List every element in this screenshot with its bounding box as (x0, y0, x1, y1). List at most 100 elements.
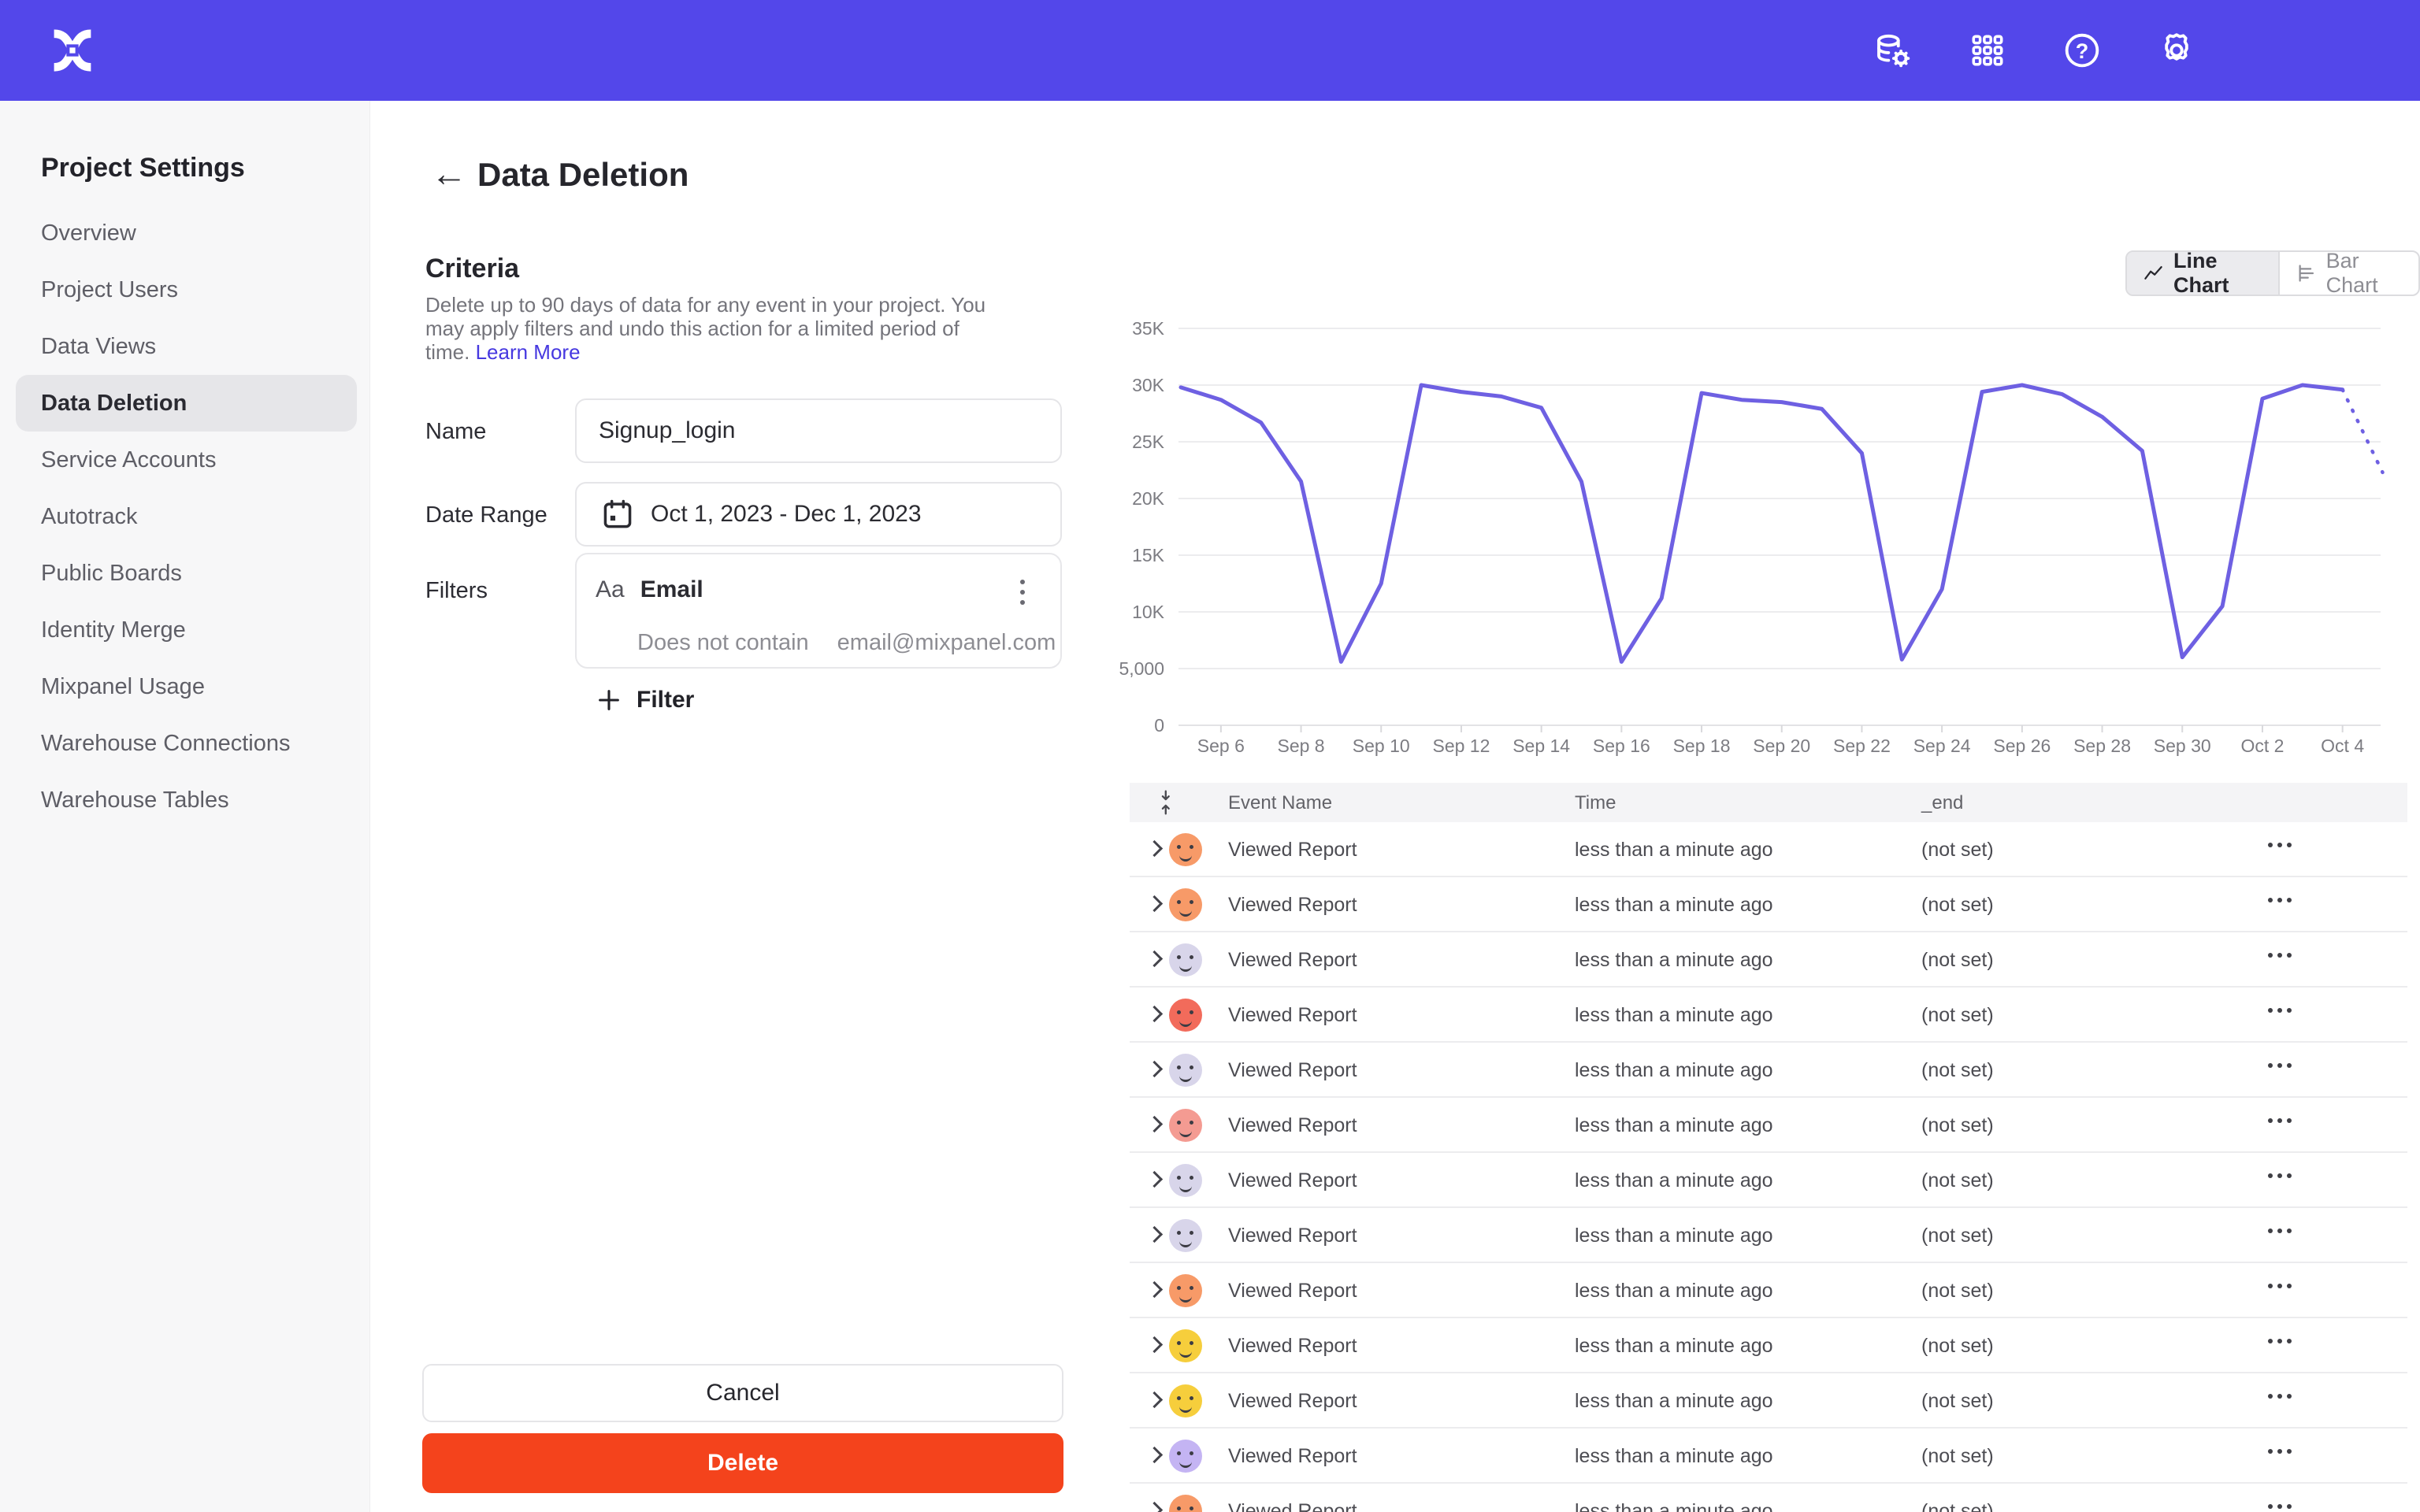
topbar: ? (0, 0, 2420, 101)
sidebar-item-label: Service Accounts (41, 447, 217, 472)
row-actions-icon[interactable] (2268, 1394, 2292, 1399)
table-row[interactable]: Viewed Report less than a minute ago (no… (1130, 1208, 2407, 1263)
table-row[interactable]: Viewed Report less than a minute ago (no… (1130, 1318, 2407, 1373)
learn-more-link[interactable]: Learn More (475, 340, 581, 364)
sidebar-item-project-users[interactable]: Project Users (16, 261, 357, 318)
events-line-chart[interactable]: 0 5,000 10K 15K 20K 25K 30K 35K Sep 6 Sep 8 Sep 10… (1112, 306, 2417, 767)
date-range-label: Date Range (425, 502, 547, 528)
column-header-time[interactable]: Time (1575, 792, 1616, 813)
row-expand-chevron-icon[interactable] (1144, 1446, 1163, 1465)
svg-text:0: 0 (1154, 715, 1164, 736)
column-header-event-name[interactable]: Event Name (1228, 792, 1333, 813)
add-filter-button[interactable]: Filter (596, 687, 694, 713)
row-expand-chevron-icon[interactable] (1144, 1225, 1163, 1244)
cell-end: (not set) (1921, 839, 1994, 861)
sort-icon[interactable] (1160, 789, 1180, 816)
row-expand-chevron-icon[interactable] (1144, 895, 1163, 914)
cell-event-name: Viewed Report (1228, 1169, 1357, 1191)
svg-text:Sep 26: Sep 26 (1993, 736, 2051, 756)
column-header-end[interactable]: _end (1921, 792, 1964, 813)
sidebar-item-service-accounts[interactable]: Service Accounts (16, 432, 357, 488)
sidebar-item-label: Mixpanel Usage (41, 673, 205, 699)
data-management-icon[interactable] (1872, 29, 1914, 72)
delete-button[interactable]: Delete (422, 1433, 1063, 1493)
filter-value[interactable]: email@mixpanel.com (837, 630, 1056, 655)
row-actions-icon[interactable] (2268, 1118, 2292, 1123)
sidebar-item-warehouse-connections[interactable]: Warehouse Connections (16, 715, 357, 772)
svg-text:Sep 8: Sep 8 (1277, 736, 1324, 756)
row-expand-chevron-icon[interactable] (1144, 1115, 1163, 1134)
row-expand-chevron-icon[interactable] (1144, 1501, 1163, 1512)
sidebar-item-label: Autotrack (41, 503, 138, 529)
help-icon[interactable]: ? (2061, 29, 2103, 72)
row-expand-chevron-icon[interactable] (1144, 1005, 1163, 1024)
table-row[interactable]: Viewed Report less than a minute ago (no… (1130, 1098, 2407, 1153)
filter-card[interactable]: Aa Email Does not contain email@mixpanel… (575, 553, 1062, 669)
cell-end: (not set) (1921, 1390, 1994, 1412)
svg-text:Sep 20: Sep 20 (1753, 736, 1810, 756)
cell-time: less than a minute ago (1575, 1390, 1773, 1412)
user-avatar (1169, 1495, 1202, 1512)
row-actions-icon[interactable] (2268, 843, 2292, 847)
svg-text:Sep 12: Sep 12 (1432, 736, 1490, 756)
apps-grid-icon[interactable] (1966, 29, 2009, 72)
sidebar-item-identity-merge[interactable]: Identity Merge (16, 602, 357, 658)
svg-text:25K: 25K (1132, 432, 1165, 452)
line-chart-toggle[interactable]: Line Chart (2127, 252, 2278, 295)
svg-text:Sep 18: Sep 18 (1673, 736, 1731, 756)
sidebar-item-data-deletion[interactable]: Data Deletion (16, 375, 357, 432)
row-expand-chevron-icon[interactable] (1144, 1280, 1163, 1299)
sidebar-item-autotrack[interactable]: Autotrack (16, 488, 357, 545)
row-actions-icon[interactable] (2268, 1063, 2292, 1068)
events-table: Event Name Time _end Viewed Report less … (1130, 783, 2407, 1512)
cell-time: less than a minute ago (1575, 1280, 1773, 1302)
row-actions-icon[interactable] (2268, 898, 2292, 902)
row-actions-icon[interactable] (2268, 1284, 2292, 1288)
table-row[interactable]: Viewed Report less than a minute ago (no… (1130, 877, 2407, 932)
svg-text:Sep 10: Sep 10 (1353, 736, 1410, 756)
filter-operator[interactable]: Does not contain (637, 630, 809, 655)
kebab-menu-icon[interactable] (1007, 575, 1038, 610)
sidebar-item-label: Data Views (41, 333, 157, 359)
table-row[interactable]: Viewed Report less than a minute ago (no… (1130, 988, 2407, 1043)
table-row[interactable]: Viewed Report less than a minute ago (no… (1130, 1263, 2407, 1318)
date-range-field[interactable]: Oct 1, 2023 - Dec 1, 2023 (575, 482, 1062, 547)
user-avatar (1169, 999, 1202, 1032)
sidebar-item-public-boards[interactable]: Public Boards (16, 545, 357, 602)
row-expand-chevron-icon[interactable] (1144, 839, 1163, 858)
table-row[interactable]: Viewed Report less than a minute ago (no… (1130, 1043, 2407, 1098)
user-avatar (1169, 1440, 1202, 1473)
row-actions-icon[interactable] (2268, 1449, 2292, 1454)
table-row[interactable]: Viewed Report less than a minute ago (no… (1130, 1429, 2407, 1484)
row-expand-chevron-icon[interactable] (1144, 1336, 1163, 1354)
table-row[interactable]: Viewed Report less than a minute ago (no… (1130, 822, 2407, 877)
row-actions-icon[interactable] (2268, 953, 2292, 958)
table-row[interactable]: Viewed Report less than a minute ago (no… (1130, 932, 2407, 988)
cancel-button[interactable]: Cancel (422, 1364, 1063, 1422)
row-actions-icon[interactable] (2268, 1008, 2292, 1013)
row-expand-chevron-icon[interactable] (1144, 1391, 1163, 1410)
row-actions-icon[interactable] (2268, 1504, 2292, 1509)
row-expand-chevron-icon[interactable] (1144, 950, 1163, 969)
row-expand-chevron-icon[interactable] (1144, 1060, 1163, 1079)
back-arrow-icon[interactable]: ← (425, 150, 473, 197)
sidebar-item-overview[interactable]: Overview (16, 205, 357, 261)
sidebar-item-warehouse-tables[interactable]: Warehouse Tables (16, 772, 357, 828)
name-input[interactable] (577, 417, 1002, 444)
sidebar-item-data-views[interactable]: Data Views (16, 318, 357, 375)
criteria-description: Delete up to 90 days of data for any eve… (425, 293, 985, 364)
cell-end: (not set) (1921, 949, 1994, 971)
sidebar-item-mixpanel-usage[interactable]: Mixpanel Usage (16, 658, 357, 715)
svg-text:35K: 35K (1132, 318, 1165, 339)
table-row[interactable]: Viewed Report less than a minute ago (no… (1130, 1484, 2407, 1512)
table-row[interactable]: Viewed Report less than a minute ago (no… (1130, 1373, 2407, 1429)
row-expand-chevron-icon[interactable] (1144, 1170, 1163, 1189)
table-row[interactable]: Viewed Report less than a minute ago (no… (1130, 1153, 2407, 1208)
settings-gear-icon[interactable] (2155, 29, 2198, 72)
row-actions-icon[interactable] (2268, 1173, 2292, 1178)
bar-chart-toggle[interactable]: Bar Chart (2277, 252, 2418, 295)
mixpanel-logo[interactable] (46, 24, 99, 77)
filter-condition-row[interactable]: Does not contain email@mixpanel.com (637, 630, 1056, 656)
row-actions-icon[interactable] (2268, 1228, 2292, 1233)
row-actions-icon[interactable] (2268, 1339, 2292, 1343)
